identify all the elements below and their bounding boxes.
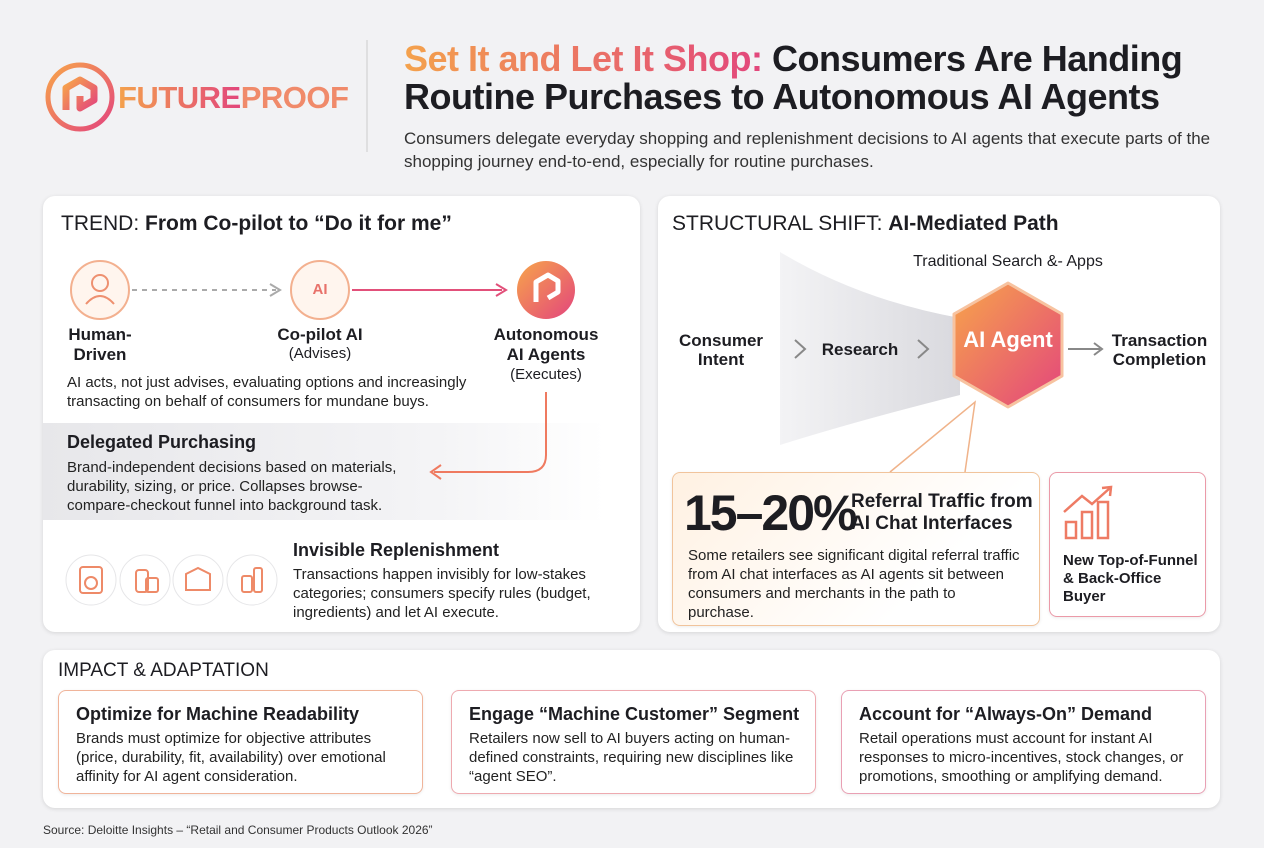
- decor-path: [1063, 487, 1111, 513]
- title: Set It and Let It Shop: Consumers Are Ha…: [404, 40, 1224, 116]
- delegated-text: Brand-independent decisions based on mat…: [67, 459, 397, 514]
- decor-path: [185, 566, 211, 591]
- subtitle: Consumers delegate everyday shopping and…: [404, 129, 1211, 171]
- decor-rect: [79, 566, 103, 594]
- impact-card-text: Retailers now sell to AI buyers acting o…: [469, 730, 794, 785]
- decor-path: [780, 252, 960, 445]
- step-note: (Executes): [510, 366, 582, 383]
- source: Source: Deloitte Insights – “Retail and …: [43, 823, 433, 837]
- decor-path: [1093, 342, 1104, 356]
- decor-rect: [1080, 510, 1094, 540]
- impact-card-text: Retail operations must account for insta…: [859, 730, 1184, 785]
- decor-path: [1101, 485, 1113, 497]
- logo-a: FUTURE: [118, 80, 241, 115]
- funnel-label: Traditional Search &- Apps: [913, 253, 1103, 270]
- step-name: Co-pilot AI: [277, 325, 363, 344]
- decor-path: [917, 339, 930, 359]
- replenishment-text: Transactions happen invisibly for low-st…: [293, 566, 591, 621]
- logo-text: FUTUREPROOF: [118, 80, 349, 116]
- path-end: Transaction Completion: [1111, 331, 1208, 369]
- decor-rect: [1096, 500, 1110, 540]
- shift-title: AI-Mediated Path: [888, 212, 1059, 235]
- decor-rect: [253, 567, 263, 593]
- stat-text: Some retailers see significant digital r…: [688, 547, 1020, 621]
- impact-card-title: Optimize for Machine Readability: [76, 704, 360, 724]
- decor-path: [533, 272, 561, 302]
- decor-g: [1063, 485, 1113, 540]
- decor-circle: [172, 554, 224, 606]
- step-note: (Advises): [288, 345, 352, 362]
- shift-heading: STRUCTURAL SHIFT: AI-Mediated Path: [672, 212, 1059, 236]
- hub-label: AI Agent: [963, 327, 1053, 352]
- decor-circle: [517, 261, 575, 319]
- impact-card-title: Engage “Machine Customer” Segment: [469, 704, 800, 724]
- trend-label: TREND:: [61, 212, 140, 235]
- delegated-title: Delegated Purchasing: [67, 432, 257, 452]
- path-step: Consumer Intent: [678, 331, 764, 369]
- replenishment-title: Invisible Replenishment: [293, 540, 500, 560]
- decor-path: [434, 392, 547, 473]
- title-highlight: Set It and Let It Shop:: [404, 38, 763, 79]
- title-rest: Consumers Are Handing Routine Purchases …: [404, 38, 1183, 117]
- decor-rect: [135, 569, 149, 593]
- trend-description: AI acts, not just advises, evaluating op…: [67, 374, 467, 410]
- decor-path: [269, 283, 282, 297]
- trend-title: From Co-pilot to “Do it for me”: [145, 212, 452, 235]
- decor-path: [794, 339, 807, 359]
- step-name: Autonomous AI Agents: [493, 325, 599, 364]
- decor-rect: [145, 577, 159, 593]
- impact-card-title: Account for “Always-On” Demand: [859, 704, 1153, 724]
- path-step: Research: [821, 340, 899, 359]
- decor-circle: [91, 274, 109, 292]
- decor-path: [62, 76, 98, 112]
- stat-label: Referral Traffic from AI Chat Interfaces: [851, 491, 1033, 534]
- buyer-label: New Top-of-Funnel & Back-Office Buyer: [1063, 552, 1198, 605]
- stat-card: [672, 472, 1040, 626]
- decor-circle: [65, 554, 117, 606]
- logo-b: PROOF: [240, 80, 349, 115]
- decor-path: [889, 400, 977, 473]
- trend-heading: TREND: From Co-pilot to “Do it for me”: [61, 212, 452, 236]
- decor-path: [85, 295, 115, 305]
- decor-g: [79, 566, 263, 594]
- step-name: Human-Driven: [68, 325, 132, 364]
- impact-card: Account for “Always-On” Demand Retail ope…: [841, 690, 1206, 794]
- impact-card-text: Brands must optimize for objective attri…: [76, 730, 386, 785]
- decor-rect: [241, 575, 253, 593]
- shift-label: STRUCTURAL SHIFT:: [672, 212, 883, 235]
- decor-circle: [290, 260, 350, 320]
- copilot-icon-text: AI: [312, 281, 328, 298]
- impact-card: Optimize for Machine Readability Brands m…: [58, 690, 423, 794]
- impact-title: IMPACT & ADAPTATION: [58, 660, 269, 681]
- decor-polygon: [952, 281, 1064, 409]
- decor-path: [429, 464, 442, 480]
- decor-rect: [1064, 520, 1078, 540]
- decor-path: [495, 283, 508, 297]
- decor-circle: [84, 576, 98, 590]
- impact-card: Engage “Machine Customer” Segment Retaile…: [451, 690, 816, 794]
- buyer-card: [1049, 472, 1206, 617]
- stat-value: 15–20%: [684, 485, 857, 541]
- decor-circle: [45, 62, 115, 132]
